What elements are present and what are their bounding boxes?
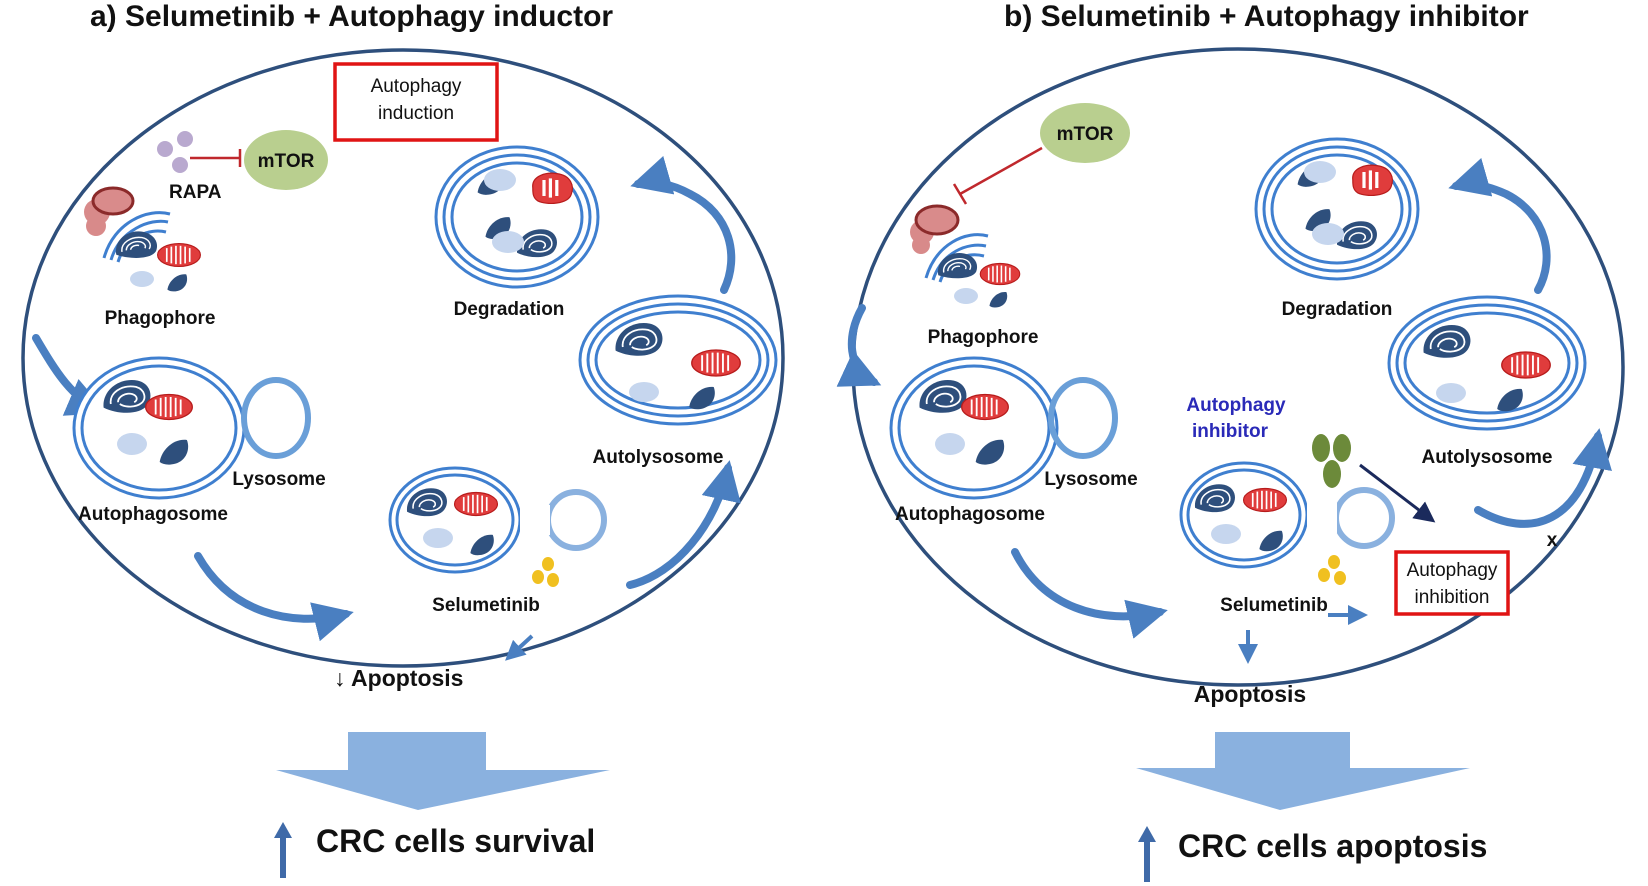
panel-b-arrow-phagophore-to-autophagosome [836,304,882,387]
panel-a-rapa-molecules [157,131,193,173]
panel-a-phagophore [84,186,202,292]
panel-b-mtor-label: mTOR [1057,124,1114,145]
panel-b-arrow-autolysosome-to-degradation [1448,157,1551,294]
panel-a-selumetinib-label: Selumetinib [432,595,540,616]
panel-b-up-arrow-icon [1138,826,1156,882]
panel-b-box-line2: inhibition [1415,587,1490,608]
panel-a-autolysosome-label: Autolysosome [593,447,724,468]
panel-a-box-line2: induction [378,103,454,124]
panel-a-title: a) Selumetinib + Autophagy inductor [90,0,613,33]
panel-b-autolysosome [1387,295,1587,431]
panel-a-autophagosome-label: Autophagosome [78,504,228,525]
panel-b-inhibitor-line1: Autophagy [1186,395,1286,416]
panel-b-autophagosome [889,356,1059,500]
panel-b-outcome-label: CRC cells apoptosis [1178,828,1487,864]
panel-a-mtor-label: mTOR [258,151,315,172]
panel-b-arrow-autophagosome-to-fusion [1011,548,1168,639]
panel-b-box-line1: Autophagy [1407,560,1498,581]
panel-a-autophagosome [72,356,246,500]
panel-b-x-mark: x [1547,530,1558,551]
panel-b-inhibitor-line2: inhibitor [1192,421,1269,442]
panel-a-degradation-vesicle [434,145,600,289]
panel-a-fusion-vesicle [388,466,607,574]
panel-b-mtor-ellipse [1040,103,1130,163]
panel-a-autophagy-induction-box: Autophagy induction [333,62,499,142]
panel-b-mtor-inhibits-phagophore [952,146,1043,205]
panel-a-outcome-label: CRC cells survival [316,823,595,859]
panel-b-lysosome [1048,377,1118,459]
panel-a-up-arrow-icon [274,822,292,878]
panel-b-degradation-vesicle [1254,137,1420,281]
panel-b-arrow-inhibitor-to-inhibition [1359,463,1436,523]
panel-b-fusion-vesicle [1179,461,1395,569]
panel-a-box-line1: Autophagy [371,76,462,97]
panel-b-autolysosome-label: Autolysosome [1422,447,1553,468]
panel-b-degradation-label: Degradation [1282,299,1393,320]
panel-a-rapa-inhibits-mtor [190,149,242,167]
panel-b-outcome-arrow [1136,732,1470,810]
panel-a-rapa-label: RAPA [169,182,222,203]
panel-b-arrow-blocked-to-autolysosome [1474,428,1612,528]
panel-a-apoptosis-label: ↓ Apoptosis [334,665,463,691]
panel-b-apoptosis-label: Apoptosis [1194,681,1306,707]
panel-a-phagophore-label: Phagophore [105,308,216,329]
panel-a-outcome-arrow [276,732,610,810]
panel-a-selumetinib-molecules [532,557,559,587]
panel-a-lysosome [241,377,311,459]
panel-a-arrow-to-apoptosis [505,634,534,661]
panel-a-arrow-fusion-to-autolysosome [626,460,741,589]
panel-a-arrow-autolysosome-to-degradation [630,155,736,294]
panel-a-mtor-ellipse [244,130,328,190]
panel-a-degradation-label: Degradation [454,299,565,320]
panel-a-lysosome-label: Lysosome [232,469,325,490]
panel-b-autophagy-inhibitor-molecules [1312,434,1351,488]
panel-b-autophagy-inhibition-box: Autophagy inhibition [1394,550,1510,616]
panel-a-autolysosome [578,294,778,426]
panel-b-title: b) Selumetinib + Autophagy inhibitor [1004,0,1529,33]
panel-b-phagophore [910,204,1021,308]
panel-b-lysosome-label: Lysosome [1044,469,1137,490]
panel-b-autophagosome-label: Autophagosome [895,504,1045,525]
panel-b-selumetinib-molecules [1318,555,1346,585]
panel-b-selumetinib-label: Selumetinib [1220,595,1328,616]
panel-b-phagophore-label: Phagophore [928,327,1039,348]
panel-a-arrow-autophagosome-to-fusion [194,552,354,642]
